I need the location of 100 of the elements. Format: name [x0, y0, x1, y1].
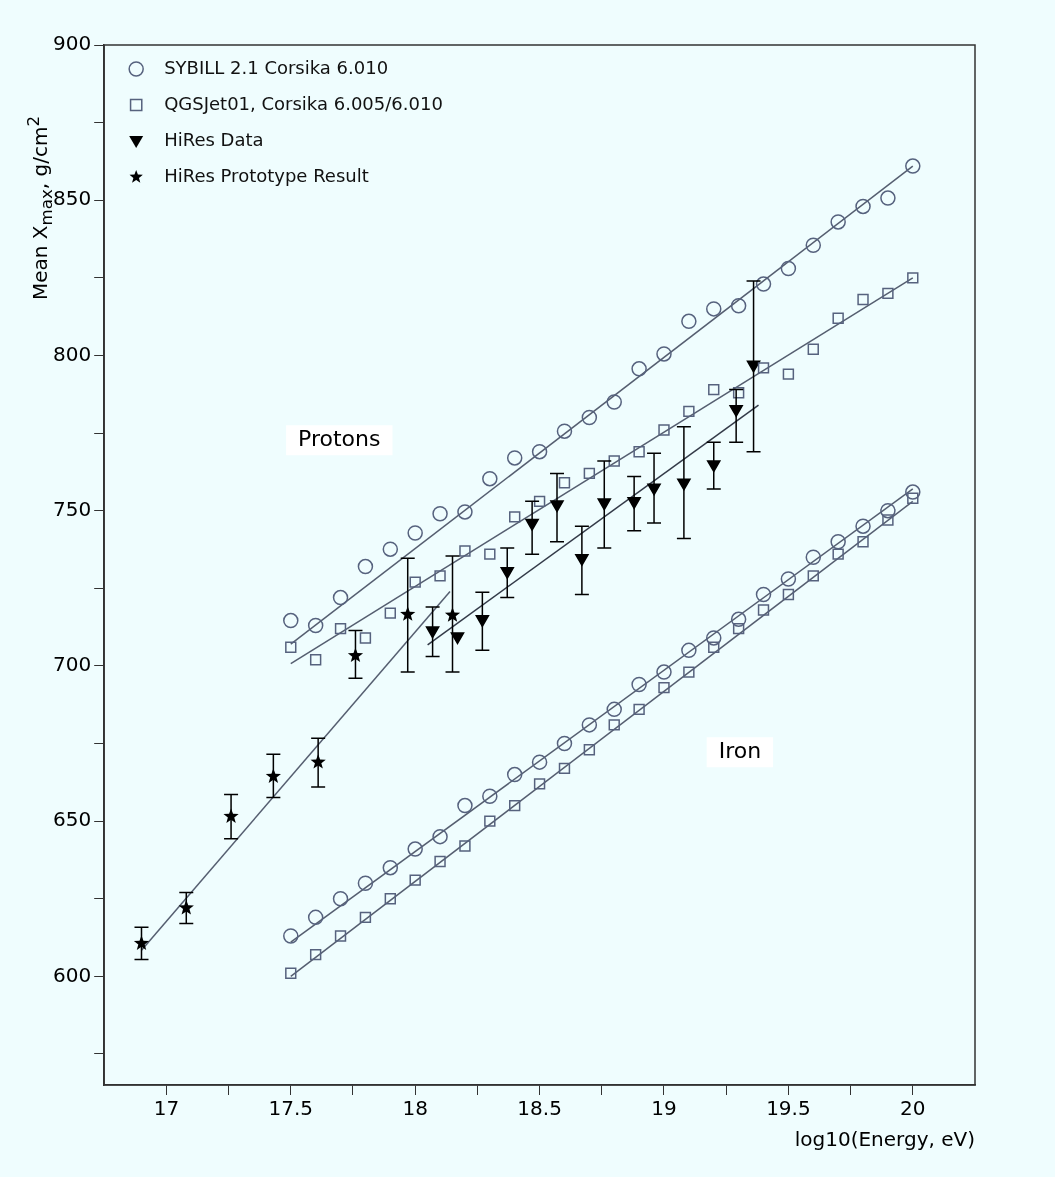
legend-label: HiRes Prototype Result — [164, 164, 369, 186]
y-tick-label: 850 — [52, 186, 92, 211]
point — [583, 467, 596, 480]
y-tick-label: 700 — [52, 652, 92, 677]
point — [506, 766, 523, 783]
y-tick-label: 900 — [52, 31, 92, 56]
point — [457, 797, 473, 814]
point — [681, 313, 697, 330]
point — [656, 346, 672, 362]
point — [730, 298, 747, 314]
point — [307, 909, 324, 926]
point — [830, 214, 846, 230]
point — [558, 762, 571, 775]
point — [633, 445, 645, 458]
point — [805, 549, 822, 565]
x-tick-label: 19.5 — [766, 1096, 811, 1121]
point — [509, 511, 521, 523]
point — [830, 533, 846, 550]
point — [882, 287, 894, 300]
point — [556, 735, 573, 752]
point — [683, 405, 695, 418]
point — [531, 754, 548, 770]
point — [832, 312, 844, 324]
legend-label: QGSJet01, Corsika 6.005/6.010 — [164, 92, 443, 114]
point — [434, 570, 446, 582]
point — [407, 841, 423, 857]
point — [482, 470, 498, 487]
point — [631, 361, 647, 377]
point — [608, 719, 620, 731]
point — [805, 237, 822, 253]
point — [334, 930, 347, 942]
point — [432, 828, 448, 845]
point — [608, 455, 620, 467]
point — [506, 450, 523, 466]
point — [482, 788, 498, 805]
y-tick-label: 650 — [52, 807, 92, 832]
point — [133, 935, 150, 950]
point — [597, 498, 612, 511]
point — [407, 525, 423, 541]
point — [631, 676, 647, 693]
point — [285, 967, 297, 979]
point — [757, 604, 770, 616]
point — [359, 911, 372, 924]
point — [706, 630, 722, 646]
x-tick-label: 18.5 — [517, 1096, 562, 1121]
point — [459, 545, 471, 557]
point — [533, 778, 546, 790]
point — [807, 570, 819, 582]
legend-label: HiRes Data — [164, 128, 264, 150]
point — [533, 495, 546, 508]
point — [283, 928, 299, 944]
point — [382, 859, 399, 876]
point — [457, 504, 473, 520]
point — [581, 409, 598, 426]
point — [880, 502, 896, 519]
point — [581, 717, 598, 733]
point — [558, 477, 571, 489]
x-tick-label: 18 — [402, 1096, 428, 1121]
legend-label: SYBILL 2.1 Corsika 6.010 — [164, 56, 389, 78]
point — [556, 423, 573, 439]
annotation: Protons — [298, 425, 381, 451]
point — [359, 632, 372, 644]
point — [583, 744, 596, 756]
x-tick-label: 20 — [900, 1096, 926, 1121]
point — [606, 701, 622, 718]
point — [708, 383, 720, 396]
point — [178, 900, 194, 915]
point — [907, 272, 919, 284]
point — [334, 622, 347, 635]
point — [658, 424, 670, 436]
y-tick-label: 600 — [52, 962, 92, 987]
point — [807, 343, 819, 355]
point — [444, 607, 461, 622]
point — [780, 571, 797, 587]
point — [400, 606, 416, 621]
point — [855, 198, 871, 215]
point — [265, 768, 281, 783]
point — [459, 840, 471, 852]
point — [658, 681, 670, 694]
point — [432, 506, 448, 522]
point — [755, 276, 772, 292]
point — [484, 815, 496, 827]
x-tick-label: 19 — [651, 1096, 677, 1121]
point — [531, 443, 548, 460]
point — [782, 588, 795, 601]
point — [332, 890, 349, 907]
point — [706, 301, 722, 317]
point — [409, 576, 421, 588]
point — [357, 558, 374, 575]
point — [905, 158, 921, 174]
point — [782, 368, 795, 380]
point — [285, 641, 297, 653]
x-tick-label: 17.5 — [268, 1096, 314, 1121]
point — [307, 617, 324, 634]
point — [409, 874, 421, 886]
point — [683, 666, 695, 678]
point — [708, 641, 720, 653]
x-tick-label: 17 — [153, 1096, 180, 1121]
x-axis-title: log10(Energy, eV) — [794, 1127, 975, 1152]
point — [732, 387, 745, 399]
